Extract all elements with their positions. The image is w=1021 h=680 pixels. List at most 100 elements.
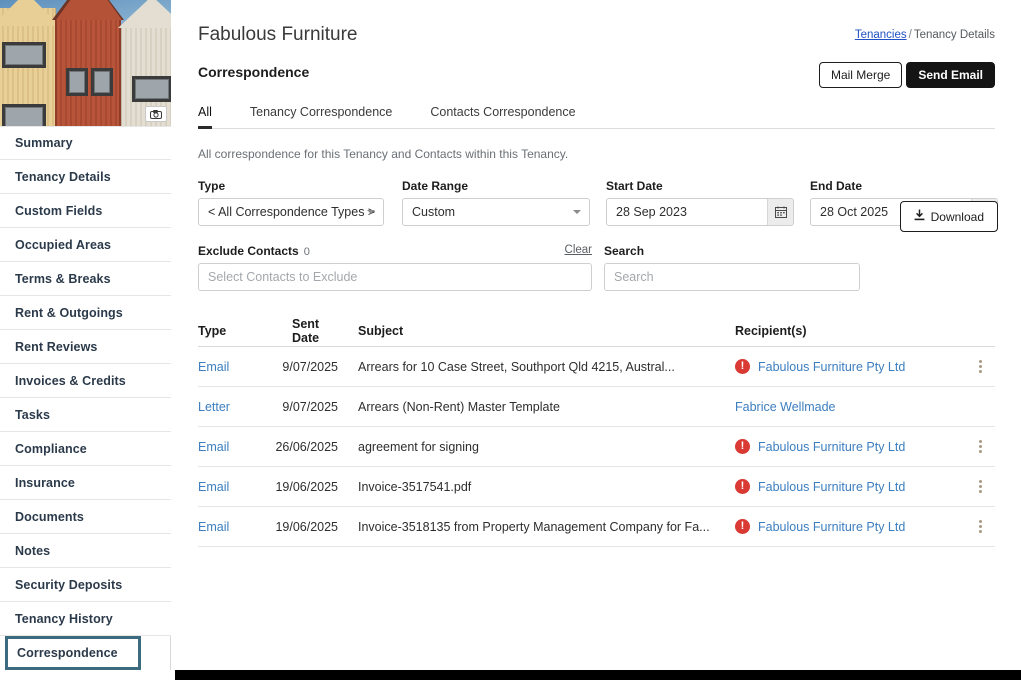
sidebar-item-label: Compliance	[15, 441, 87, 456]
gable-red	[56, 0, 122, 20]
sidebar-item-custom-fields[interactable]: Custom Fields	[0, 194, 171, 228]
header-actions: Mail Merge Send Email	[818, 62, 995, 88]
table-row[interactable]: Email 9/07/2025 Arrears for 10 Case Stre…	[198, 347, 995, 387]
date-range-select-value: Custom	[412, 205, 456, 219]
tab-all[interactable]: All	[198, 105, 212, 129]
page-title: Fabulous Furniture	[198, 24, 358, 45]
type-label: Type	[198, 179, 226, 193]
sidebar-item-compliance[interactable]: Compliance	[0, 432, 171, 466]
type-filter: Type < All Correspondence Types >	[198, 179, 384, 226]
row-overflow-menu-icon[interactable]	[976, 437, 985, 456]
sidebar-item-label: Tasks	[15, 407, 51, 422]
exclude-contacts-input[interactable]	[198, 263, 592, 291]
sidebar-item-tasks[interactable]: Tasks	[0, 398, 171, 432]
exclude-contacts-filter: Exclude Contacts 0 Clear	[198, 244, 592, 291]
row-sent-date: 19/06/2025	[275, 479, 338, 494]
tab-contacts-correspondence[interactable]: Contacts Correspondence	[430, 105, 576, 119]
sidebar-item-label: Insurance	[15, 475, 75, 490]
sidebar-item-label: Correspondence	[17, 646, 118, 660]
row-type-link[interactable]: Email	[198, 439, 230, 454]
search-label: Search	[604, 244, 645, 258]
house-yellow	[0, 0, 60, 126]
bottom-bar	[0, 670, 1021, 680]
sidebar-item-label: Security Deposits	[15, 577, 123, 592]
breadcrumb-link-tenancies[interactable]: Tenancies	[854, 29, 907, 41]
sidebar-item-label: Tenancy History	[15, 611, 113, 626]
start-date-value: 28 Sep 2023	[616, 205, 687, 219]
window	[66, 68, 88, 96]
gable-yellow	[0, 0, 60, 26]
sidebar-item-label: Occupied Areas	[15, 237, 112, 252]
filter-panel: Type < All Correspondence Types > Date R…	[198, 179, 998, 291]
row-subject: Arrears for 10 Case Street, Southport Ql…	[358, 359, 675, 374]
sidebar-item-label: Notes	[15, 543, 51, 558]
alert-icon: !	[735, 439, 750, 454]
sidebar-item-terms-breaks[interactable]: Terms & Breaks	[0, 262, 171, 296]
row-recipient-link[interactable]: Fabulous Furniture Pty Ltd	[758, 519, 906, 534]
table-row[interactable]: Letter 9/07/2025 Arrears (Non-Rent) Mast…	[198, 387, 995, 427]
row-overflow-menu-icon[interactable]	[976, 517, 985, 536]
start-date-input[interactable]: 28 Sep 2023	[606, 198, 794, 226]
sidebar-item-label: Documents	[15, 509, 84, 524]
row-overflow-menu-icon[interactable]	[976, 477, 985, 496]
property-photo	[0, 0, 171, 126]
row-recipient-link[interactable]: Fabulous Furniture Pty Ltd	[758, 439, 906, 454]
window	[132, 76, 171, 102]
sidebar-item-invoices-credits[interactable]: Invoices & Credits	[0, 364, 171, 398]
column-header-sent-date: Sent Date	[292, 317, 320, 345]
search-input[interactable]	[604, 263, 860, 291]
row-subject: agreement for signing	[358, 439, 479, 454]
row-sent-date: 9/07/2025	[282, 359, 338, 374]
sidebar-item-documents[interactable]: Documents	[0, 500, 171, 534]
sidebar-item-correspondence[interactable]: Correspondence	[5, 636, 141, 670]
sidebar-item-tenancy-history[interactable]: Tenancy History	[0, 602, 171, 636]
table-row[interactable]: Email 19/06/2025 Invoice-3518135 from Pr…	[198, 507, 995, 547]
sidebar: Summary Tenancy Details Custom Fields Oc…	[0, 0, 171, 672]
date-range-select[interactable]: Custom	[402, 198, 590, 226]
row-recipient-link[interactable]: Fabrice Wellmade	[735, 399, 836, 414]
sidebar-item-rent-outgoings[interactable]: Rent & Outgoings	[0, 296, 171, 330]
sidebar-item-label: Summary	[15, 136, 73, 150]
sidebar-item-notes[interactable]: Notes	[0, 534, 171, 568]
sidebar-item-security-deposits[interactable]: Security Deposits	[0, 568, 171, 602]
row-type-link[interactable]: Email	[198, 519, 230, 534]
mail-merge-button[interactable]: Mail Merge	[818, 62, 903, 88]
row-recipient-link[interactable]: Fabulous Furniture Pty Ltd	[758, 479, 906, 494]
row-overflow-menu-icon[interactable]	[976, 357, 985, 376]
sidebar-item-occupied-areas[interactable]: Occupied Areas	[0, 228, 171, 262]
sidebar-item-rent-reviews[interactable]: Rent Reviews	[0, 330, 171, 364]
row-type-link[interactable]: Email	[198, 479, 230, 494]
row-type-link[interactable]: Letter	[198, 399, 230, 414]
send-email-button[interactable]: Send Email	[906, 62, 995, 88]
chevron-down-icon	[367, 210, 375, 214]
column-header-subject: Subject	[358, 324, 404, 338]
start-date-label: Start Date	[606, 179, 663, 193]
date-range-label: Date Range	[402, 179, 469, 193]
alert-icon: !	[735, 359, 750, 374]
clear-link[interactable]: Clear	[564, 244, 592, 256]
row-type-link[interactable]: Email	[198, 359, 230, 374]
breadcrumb-separator: /	[908, 29, 912, 41]
main-content: Tenancies / Tenancy Details Fabulous Furni…	[172, 0, 1021, 672]
table-header-row: Type Sent Date Subject Recipient(s)	[198, 316, 995, 347]
calendar-icon[interactable]	[767, 199, 793, 225]
camera-icon[interactable]	[145, 106, 167, 122]
sidebar-item-label: Tenancy Details	[15, 169, 111, 184]
row-subject: Invoice-3518135 from Property Management…	[358, 519, 710, 534]
sidebar-item-tenancy-details[interactable]: Tenancy Details	[0, 160, 171, 194]
table-row[interactable]: Email 26/06/2025 agreement for signing !…	[198, 427, 995, 467]
correspondence-table: Type Sent Date Subject Recipient(s) Emai…	[198, 316, 995, 547]
end-date-value: 28 Oct 2025	[820, 205, 889, 219]
breadcrumb-current: Tenancy Details	[913, 29, 995, 41]
download-button[interactable]: Download	[899, 201, 998, 232]
alert-icon: !	[735, 519, 750, 534]
house-red	[52, 0, 124, 126]
row-recipient-link[interactable]: Fabulous Furniture Pty Ltd	[758, 359, 906, 374]
sidebar-item-summary[interactable]: Summary	[0, 126, 171, 160]
type-select[interactable]: < All Correspondence Types >	[198, 198, 384, 226]
sidebar-item-label: Custom Fields	[15, 203, 103, 218]
tab-tenancy-correspondence[interactable]: Tenancy Correspondence	[249, 105, 393, 119]
date-range-filter: Date Range Custom	[402, 179, 590, 226]
table-row[interactable]: Email 19/06/2025 Invoice-3517541.pdf ! F…	[198, 467, 995, 507]
sidebar-item-insurance[interactable]: Insurance	[0, 466, 171, 500]
